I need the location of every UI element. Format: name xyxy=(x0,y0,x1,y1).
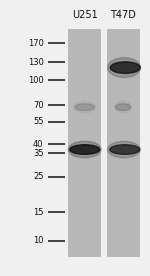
Bar xyxy=(106,29,140,257)
Ellipse shape xyxy=(110,62,140,73)
Ellipse shape xyxy=(115,101,131,113)
Text: 35: 35 xyxy=(33,149,44,158)
Ellipse shape xyxy=(108,58,141,78)
Text: T47D: T47D xyxy=(110,10,136,20)
Ellipse shape xyxy=(107,141,140,158)
Ellipse shape xyxy=(68,141,101,158)
Ellipse shape xyxy=(75,104,94,110)
Text: 25: 25 xyxy=(33,172,44,181)
Text: 170: 170 xyxy=(28,39,43,48)
Text: 70: 70 xyxy=(33,101,44,110)
Bar xyxy=(68,29,101,257)
Ellipse shape xyxy=(70,145,100,154)
Text: 15: 15 xyxy=(33,208,44,217)
Text: 40: 40 xyxy=(33,140,44,148)
Text: 55: 55 xyxy=(33,117,44,126)
Text: U251: U251 xyxy=(72,10,98,20)
Text: 10: 10 xyxy=(33,236,44,245)
Ellipse shape xyxy=(110,145,140,154)
Text: 130: 130 xyxy=(28,57,43,67)
Text: 100: 100 xyxy=(28,76,44,85)
Ellipse shape xyxy=(116,104,130,110)
